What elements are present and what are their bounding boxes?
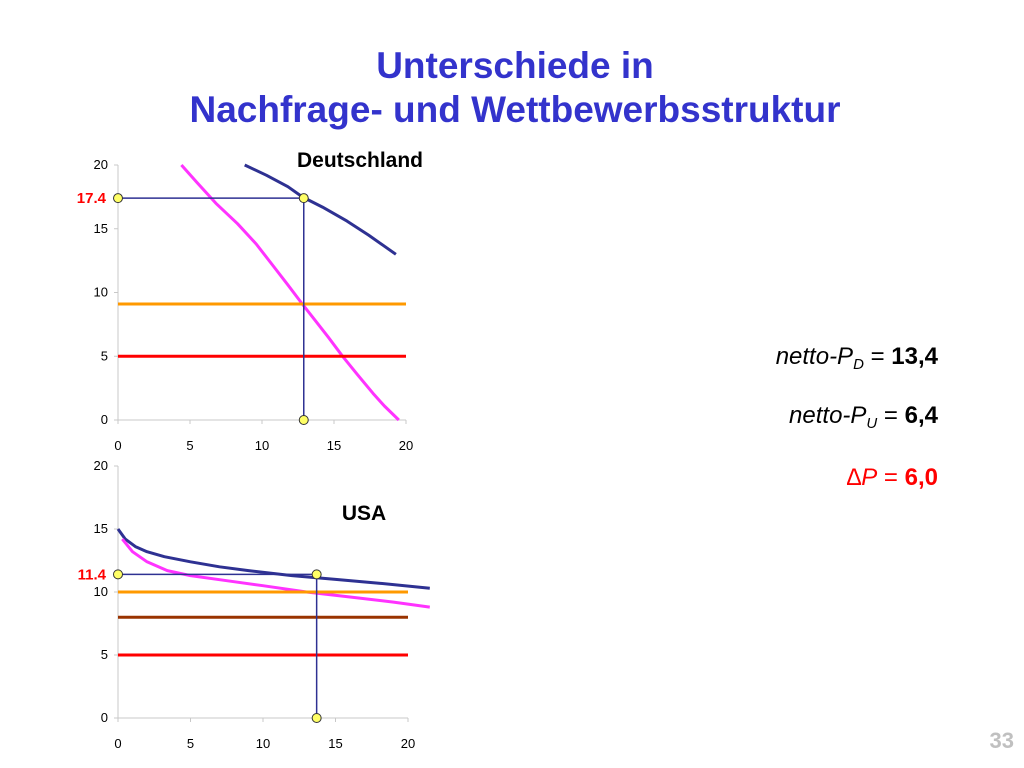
germany-point-marker bbox=[298, 193, 309, 204]
slide-number: 33 bbox=[989, 728, 1014, 753]
germany-point-marker bbox=[113, 193, 123, 204]
germany-y-tick-label: 20 bbox=[94, 157, 108, 172]
germany-y-tick-label: 0 bbox=[101, 412, 108, 427]
usa-point-marker bbox=[311, 569, 322, 580]
slide-title-line-1: Unterschiede in bbox=[376, 45, 654, 86]
usa-x-tick-label: 20 bbox=[401, 736, 415, 751]
net-price-germany-operator: = bbox=[863, 343, 892, 370]
usa-x-tick-label: 15 bbox=[328, 736, 342, 751]
net-price-usa-operator: = bbox=[877, 402, 905, 429]
germany-point-marker bbox=[298, 415, 309, 425]
usa-marginal-revenue-line bbox=[121, 538, 431, 609]
net-price-germany-prefix: netto-P bbox=[775, 343, 854, 370]
germany-x-tick-label: 15 bbox=[327, 438, 341, 453]
germany-chart-title: Deutschland bbox=[297, 149, 423, 172]
usa-y-tick-label: 10 bbox=[94, 584, 108, 599]
net-price-germany-value: 13,4 bbox=[891, 343, 938, 370]
price-difference-equation: ∆P = 6,0 bbox=[847, 464, 938, 492]
germany-demand-line bbox=[244, 163, 397, 256]
germany-y-tick-label: 5 bbox=[101, 348, 108, 363]
net-price-germany-subscript: D bbox=[853, 356, 864, 373]
germany-marginal-revenue-line bbox=[180, 164, 400, 422]
usa-y-tick-label: 0 bbox=[101, 710, 108, 725]
usa-y-tick-label: 15 bbox=[94, 521, 108, 536]
usa-highlight-price-label: 11.4 bbox=[78, 566, 107, 583]
germany-x-tick-label: 5 bbox=[186, 438, 193, 453]
usa-y-tick-label: 20 bbox=[94, 458, 108, 473]
usa-demand-line bbox=[116, 528, 430, 590]
usa-x-tick-label: 10 bbox=[256, 736, 270, 751]
net-price-usa-equation: netto-PU = 6,4 bbox=[789, 402, 938, 432]
net-price-usa-prefix: netto-P bbox=[789, 402, 867, 429]
germany-x-tick-label: 20 bbox=[399, 438, 413, 453]
usa-y-tick-label: 5 bbox=[101, 647, 108, 662]
net-price-germany-equation: netto-PD = 13,4 bbox=[776, 343, 938, 373]
usa-point-marker bbox=[113, 569, 123, 580]
slide-title: Unterschiede in Nachfrage- und Wettbewer… bbox=[0, 44, 1024, 132]
germany-x-tick-label: 10 bbox=[255, 438, 269, 453]
germany-x-tick-label: 0 bbox=[114, 438, 121, 453]
net-price-usa-subscript: U bbox=[866, 415, 878, 432]
usa-point-marker bbox=[311, 713, 322, 723]
slide-title-line-2: Nachfrage- und Wettbewerbsstruktur bbox=[189, 89, 841, 130]
usa-chart-title: USA bbox=[342, 502, 386, 525]
germany-y-tick-label: 15 bbox=[94, 221, 108, 236]
price-difference-value: 6,0 bbox=[904, 464, 938, 491]
germany-highlight-price-label: 17.4 bbox=[77, 190, 107, 207]
germany-y-tick-label: 10 bbox=[94, 285, 108, 300]
usa-x-tick-label: 0 bbox=[114, 736, 121, 751]
usa-x-tick-label: 5 bbox=[187, 736, 194, 751]
net-price-usa-value: 6,4 bbox=[904, 402, 938, 429]
price-difference-prefix: ∆P bbox=[846, 464, 878, 491]
price-difference-operator: = bbox=[877, 464, 905, 491]
